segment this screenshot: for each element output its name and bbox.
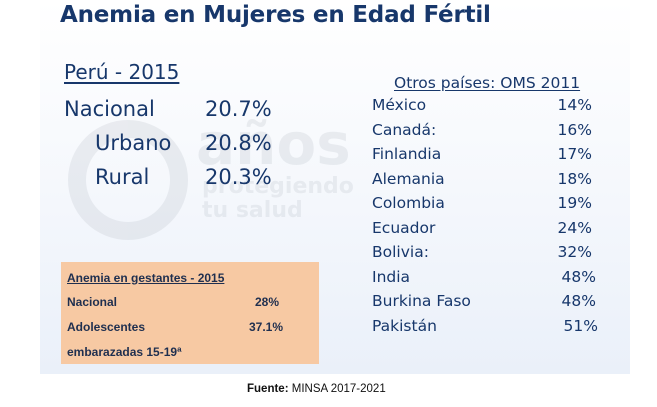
country-name: Alemania (372, 169, 445, 188)
list-item: Pakistán 51% (372, 317, 602, 342)
peru-row-label: Nacional (64, 97, 155, 121)
list-item: Colombia 19% (372, 194, 602, 219)
country-value: 48% (561, 267, 596, 286)
country-value: 19% (557, 194, 592, 212)
list-item: Bolivia: 32% (372, 243, 602, 268)
country-value: 16% (557, 120, 592, 139)
other-countries-heading: Otros países: OMS 2011 (394, 74, 581, 92)
country-name: Canadá: (372, 120, 437, 139)
list-item: Alemania 18% (372, 170, 602, 195)
list-item: Ecuador 24% (372, 219, 602, 244)
country-name: India (372, 267, 411, 286)
country-name: Bolivia: (372, 243, 429, 261)
country-value: 18% (557, 169, 592, 188)
country-list: México 14% Canadá: 16% Finlandia 17% Ale… (372, 96, 602, 341)
list-item: Canadá: 16% (372, 121, 602, 146)
peru-heading: Perú - 2015 (64, 60, 180, 84)
pregnant-row-label: Nacional (67, 295, 118, 309)
peru-row-value: 20.7% (205, 97, 272, 121)
list-item: Finlandia 17% (372, 145, 602, 170)
country-name: Colombia (372, 194, 445, 212)
pregnant-row-value: 37.1% (249, 320, 284, 334)
country-name: Finlandia (372, 145, 442, 163)
country-value: 14% (557, 96, 592, 114)
country-name: México (372, 96, 427, 114)
list-item: Burkina Faso 48% (372, 292, 602, 317)
source-note: Fuente: MINSA 2017-2021 (247, 383, 386, 395)
country-name: Ecuador (372, 218, 436, 237)
pregnant-anemia-box: Anemia en gestantes - 2015 Nacional 28% … (61, 262, 319, 364)
country-value: 48% (561, 292, 596, 310)
country-value: 51% (563, 316, 598, 335)
country-value: 17% (557, 145, 592, 163)
peru-row-value: 20.8% (205, 131, 272, 155)
pregnant-row-note: embarazadas 15-19ª (67, 345, 182, 359)
list-item: India 48% (372, 268, 602, 293)
page-title: Anemia en Mujeres en Edad Fértil (60, 2, 491, 28)
peru-row-label: Rural (95, 165, 150, 189)
list-item: México 14% (372, 96, 602, 121)
pregnant-box-heading: Anemia en gestantes - 2015 (67, 271, 225, 285)
country-value: 32% (557, 243, 592, 261)
country-name: Pakistán (372, 316, 437, 335)
peru-row-label: Urbano (95, 131, 172, 155)
country-value: 24% (557, 218, 592, 237)
source-text: MINSA 2017-2021 (291, 383, 386, 395)
pregnant-row-value: 28% (255, 295, 280, 309)
source-label: Fuente: (247, 383, 289, 395)
peru-row-value: 20.3% (205, 165, 272, 189)
pregnant-row-label: Adolescentes (67, 320, 146, 334)
country-name: Burkina Faso (372, 292, 471, 310)
